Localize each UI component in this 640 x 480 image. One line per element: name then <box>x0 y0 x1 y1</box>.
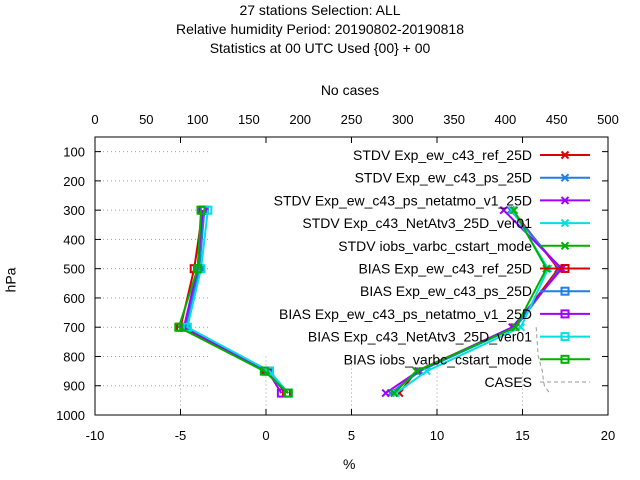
data-point-9-1 <box>193 264 203 274</box>
y-tick-label: 500 <box>63 262 85 277</box>
data-point-9-4 <box>283 388 293 398</box>
series-line-5 <box>179 210 288 394</box>
legend-label-7: BIAS Exp_ew_c43_ps_netatmo_v1_25D <box>279 306 532 322</box>
data-point-4-2 <box>511 323 520 332</box>
legend-marker-6 <box>560 286 570 296</box>
x-tick-label: -10 <box>86 428 105 443</box>
legend-marker-8 <box>560 332 570 342</box>
chart-title-line-3: Statistics at 00 UTC Used {00} + 00 <box>209 40 431 56</box>
x-tick-label: 0 <box>262 428 269 443</box>
y-tick-label: 700 <box>63 320 85 335</box>
x2-tick-label: 450 <box>546 112 568 127</box>
series-line-10 <box>535 327 550 394</box>
x-tick-label: 20 <box>601 428 615 443</box>
y-tick-label: 900 <box>63 379 85 394</box>
x2-tick-label: 300 <box>392 112 414 127</box>
x2-axis-title: No cases <box>320 82 380 98</box>
legend-label-8: BIAS Exp_c43_NetAtv3_25D_ver01 <box>308 329 532 345</box>
legend-label-2: STDV Exp_ew_c43_ps_netatmo_v1_25D <box>274 192 532 208</box>
x2-tick-label: 500 <box>597 112 619 127</box>
legend-label-1: STDV Exp_ew_c43_ps_25D <box>355 170 532 186</box>
legend-label-3: STDV Exp_c43_NetAtv3_25D_ver01 <box>302 215 532 231</box>
legend-marker-9 <box>560 354 570 364</box>
data-point-9-3 <box>259 366 269 376</box>
x-tick-label: 10 <box>430 428 444 443</box>
data-point-4-4 <box>390 388 399 398</box>
x2-tick-label: 0 <box>91 112 98 127</box>
x2-tick-label: 150 <box>238 112 260 127</box>
legend-marker-3 <box>560 218 570 228</box>
x2-tick-label: 50 <box>139 112 153 127</box>
data-point-3-4 <box>391 388 401 398</box>
y-tick-label: 800 <box>63 349 85 364</box>
x2-tick-label: 350 <box>443 112 465 127</box>
x2-tick-label: 100 <box>187 112 209 127</box>
x2-tick-label: 400 <box>495 112 517 127</box>
chart-title-line-2: Relative humidity Period: 20190802-20190… <box>176 21 464 37</box>
data-point-3-3 <box>422 366 431 376</box>
data-point-4-0 <box>509 205 519 215</box>
legend-marker-7 <box>560 309 570 319</box>
x2-tick-label: 200 <box>289 112 311 127</box>
series-line-9 <box>177 210 289 394</box>
x2-tick-label: 250 <box>341 112 363 127</box>
y-tick-label: 600 <box>63 291 85 306</box>
legend-marker-2 <box>560 196 570 205</box>
y-tick-label: 1000 <box>56 408 85 423</box>
legend-label-4: STDV iobs_varbc_cstart_mode <box>338 238 532 254</box>
series-line-8 <box>186 210 289 394</box>
data-point-9-0 <box>196 205 206 215</box>
legend-marker-5 <box>560 264 570 273</box>
y-tick-label: 100 <box>63 145 85 160</box>
legend-label-0: STDV Exp_ew_c43_ref_25D <box>353 147 532 163</box>
data-point-4-3 <box>412 366 421 376</box>
legend-label-9: BIAS iobs_varbc_cstart_mode <box>344 351 533 367</box>
data-point-2-4 <box>381 388 390 398</box>
y-tick-label: 400 <box>63 232 85 247</box>
y-tick-label: 300 <box>63 203 85 218</box>
legend-label-10: CASES <box>485 374 532 390</box>
data-point-2-0 <box>499 205 508 215</box>
x-tick-label: 15 <box>515 428 529 443</box>
legend-label-6: BIAS Exp_ew_c43_ps_25D <box>360 283 532 299</box>
legend-label-5: BIAS Exp_ew_c43_ref_25D <box>358 261 532 277</box>
data-point-9-2 <box>174 322 184 332</box>
x-tick-label: 5 <box>348 428 355 443</box>
chart-title-line-1: 27 stations Selection: ALL <box>239 2 401 18</box>
legend-marker-4 <box>560 241 570 251</box>
x-tick-label: -5 <box>175 428 187 443</box>
legend-marker-0 <box>560 150 570 160</box>
y-tick-label: 200 <box>63 174 85 189</box>
x-axis-title: % <box>343 456 356 472</box>
legend-marker-1 <box>560 173 570 182</box>
